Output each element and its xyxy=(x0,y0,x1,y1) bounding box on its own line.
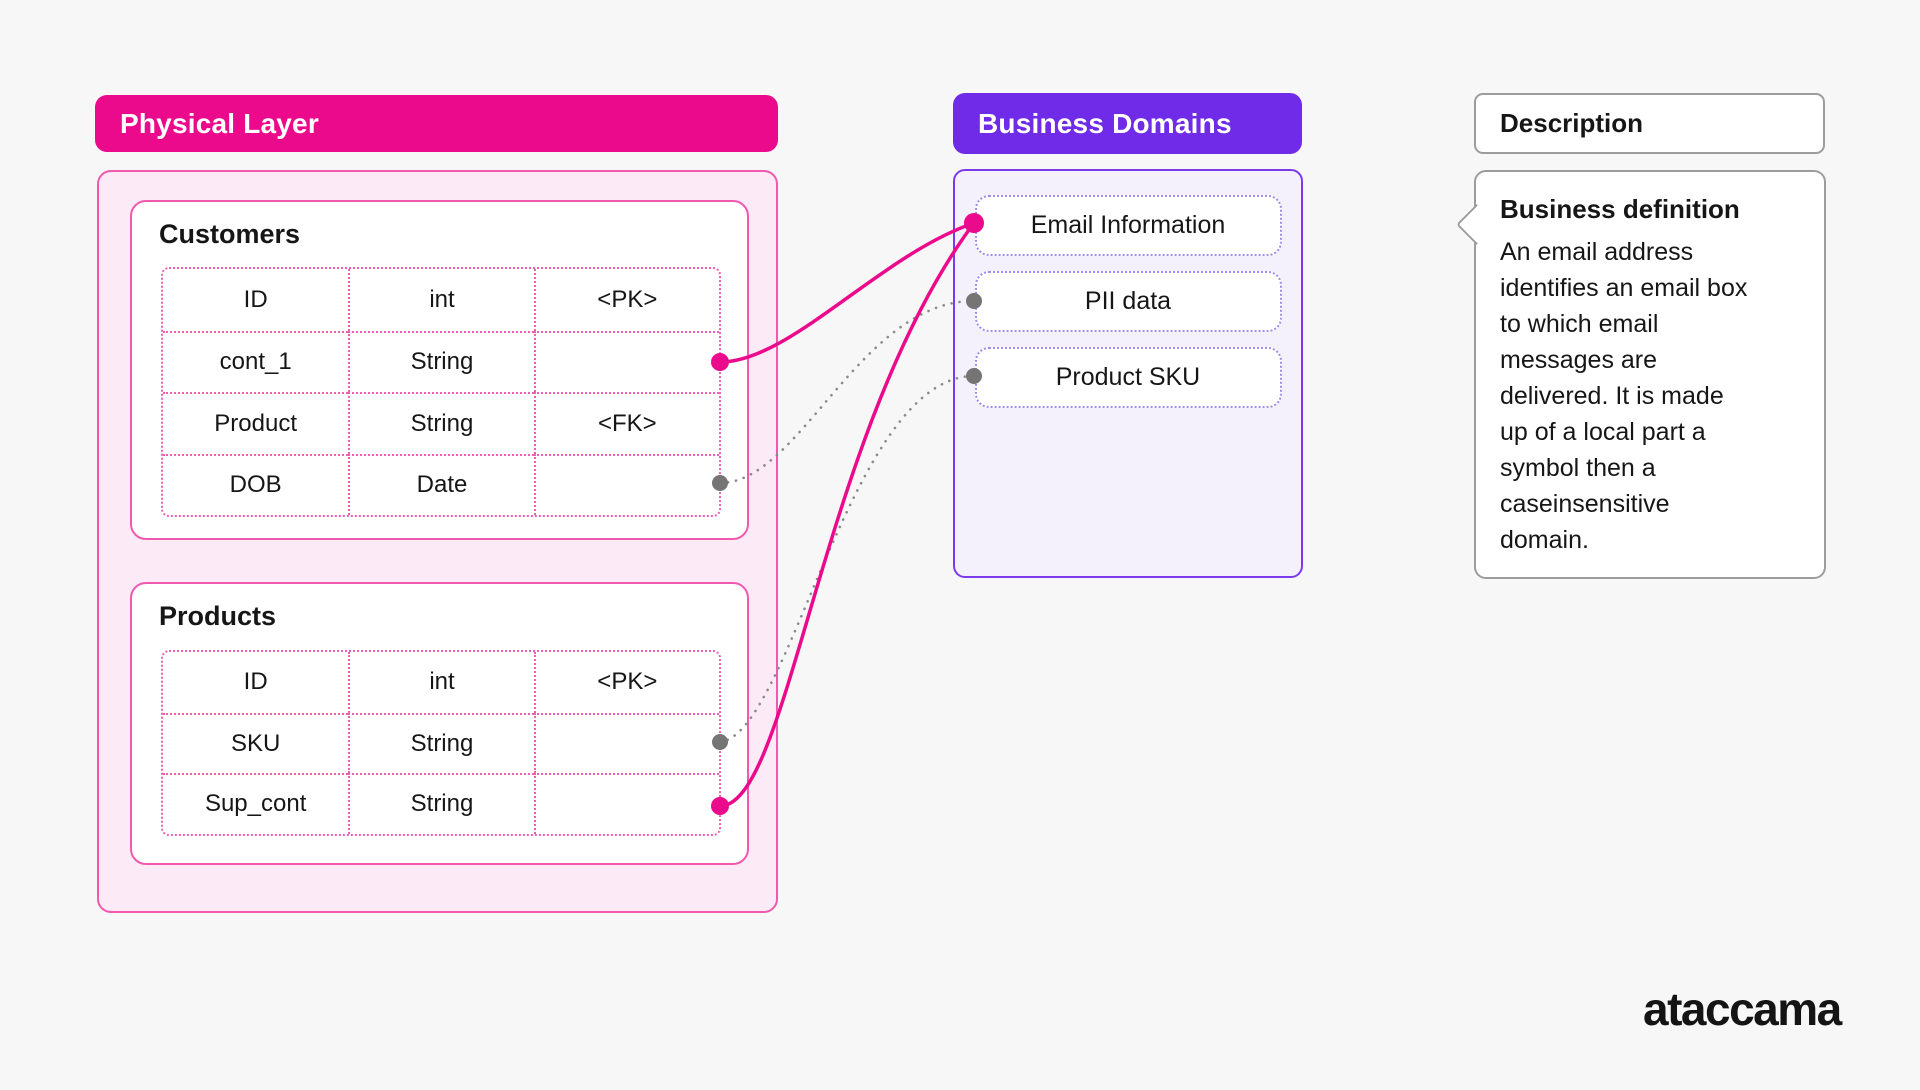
table-cell: ID xyxy=(243,285,268,313)
business-definition-text: An email address identifies an email box… xyxy=(1500,238,1748,554)
table-cell xyxy=(533,773,719,834)
domain-item-pii-data: PII data xyxy=(974,271,1282,332)
customers-table-card: Customers ID int <PK> cont_1 String Prod… xyxy=(130,200,749,540)
physical-layer-header: Physical Layer xyxy=(95,95,778,152)
ataccama-logo: ataccama xyxy=(1643,983,1842,1035)
table-cell xyxy=(533,330,719,392)
table-cell xyxy=(533,712,719,773)
physical-layer-title: Physical Layer xyxy=(120,107,319,139)
business-definition-heading: Business definition xyxy=(1500,194,1740,224)
table-cell: <FK> xyxy=(533,392,719,454)
products-table-card: Products ID int <PK> SKU String Sup_cont… xyxy=(130,582,749,865)
table-cell: SKU xyxy=(163,712,349,774)
table-cell: int xyxy=(348,652,533,713)
customers-table-title: Customers xyxy=(159,219,301,249)
description-bubble: Business definition An email address ide… xyxy=(1455,170,1826,579)
table-cell: <PK> xyxy=(533,652,719,713)
table-cell: Product xyxy=(163,392,349,454)
business-domains-header: Business Domains xyxy=(953,93,1302,154)
table-cell: Date xyxy=(348,453,534,515)
table-cell: DOB xyxy=(163,453,349,516)
table-cell: String xyxy=(348,712,534,773)
table-cell: int xyxy=(348,269,533,331)
business-domains-container: Email Information PII data Product SKU xyxy=(953,169,1303,578)
customers-table: ID int <PK> cont_1 String Product String… xyxy=(161,267,721,517)
description-title: Description xyxy=(1500,108,1644,138)
domain-item-product-sku: Product SKU xyxy=(974,347,1282,408)
table-cell: String xyxy=(348,330,534,392)
description-header: Description xyxy=(1474,93,1825,154)
table-cell xyxy=(533,453,719,515)
products-table-title: Products xyxy=(159,601,277,631)
table-cell: Sup_cont xyxy=(163,773,349,834)
table-cell: String xyxy=(348,773,534,834)
table-cell: cont_1 xyxy=(163,330,349,393)
business-domains-title: Business Domains xyxy=(978,107,1232,139)
products-table: ID int <PK> SKU String Sup_cont String xyxy=(161,650,721,836)
bubble-notch xyxy=(1455,203,1498,246)
domain-item-email-information: Email Information xyxy=(974,195,1282,256)
table-cell: String xyxy=(348,392,534,454)
table-cell: ID xyxy=(243,668,268,696)
table-cell: <PK> xyxy=(533,269,719,331)
